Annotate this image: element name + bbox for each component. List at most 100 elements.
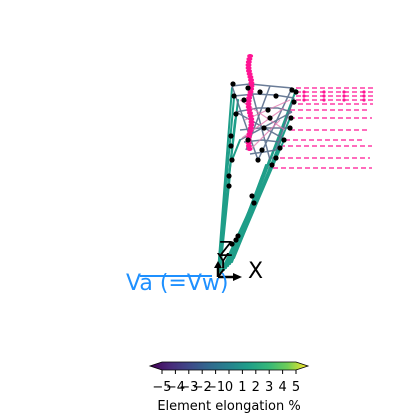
kite-marker [302,94,306,98]
velocity-label: Va (=Vw) [126,271,228,296]
kite-marker [246,96,253,100]
kite-marker [342,90,346,94]
kite-marker [246,108,253,112]
kite-marker [245,63,252,67]
colorbar-tick-label: 2 [252,380,260,395]
node-point [255,157,261,163]
kite-marker [247,90,254,94]
node-point [230,81,236,87]
node-point [226,183,232,189]
node-point [265,107,271,113]
kite-marker [322,98,326,102]
tether-lines [217,87,297,273]
kite-marker [248,123,255,127]
kite-marker-column [245,54,366,151]
node-point [228,133,234,139]
node-point [289,87,295,93]
colorbar-ticks: −5−4−3−2−1 0 1 2 3 4 5 [152,370,300,395]
z-axis-arrowhead [214,261,222,268]
kite-marker [246,147,253,151]
kite-marker [362,98,366,102]
apparent-wind-vector: Va (=Vw) [126,271,228,296]
kite-marker [245,69,252,73]
node-point [281,137,287,143]
node-point [229,241,235,247]
colorbar-tick-label: −5 [152,380,171,395]
y-axis-line [217,268,225,278]
colorbar-tick-label: 3 [265,380,273,395]
node-point [277,145,283,151]
node-point [231,93,237,99]
node-point [259,147,265,153]
z-axis-label: Z [219,237,233,261]
kite-marker [245,60,252,64]
kite-marker [248,117,255,121]
kite-marker [245,66,252,70]
kite-marker [245,144,252,148]
kite-marker [246,132,253,136]
kite-marker [245,99,252,103]
kite-marker [247,114,254,118]
kite-marker [248,78,255,82]
node-point [235,233,241,239]
kite-marker [245,105,252,109]
node-point [273,155,279,161]
kite-marker [362,94,366,98]
colorbar: −5−4−3−2−1 0 1 2 3 4 5 Element elongation % [148,361,310,414]
node-points [226,81,299,247]
colorbar-tick-label: 5 [292,380,300,395]
node-point [233,237,239,243]
kite-marker [342,94,346,98]
kite-marker [302,98,306,102]
kite-marker [322,90,326,94]
kite-marker [322,94,326,98]
node-point [229,157,235,163]
kite-marker [302,90,306,94]
node-point [233,111,239,117]
node-point [251,200,257,206]
kite-marker [247,129,254,133]
colorbar-tick-label: 4 [278,380,286,395]
kite-marker [248,81,255,85]
colorbar-tick-label: −3 [179,380,198,395]
node-point [245,85,251,91]
x-axis-label: X [248,259,263,284]
x-axis-arrowhead [233,273,242,281]
kite-marker [247,75,254,79]
node-point [288,115,294,121]
kite-dashed-traces [265,87,373,169]
colorbar-tick-label: −4 [166,380,185,395]
node-point [261,125,267,131]
kite-marker [342,98,346,102]
y-axis-label: Y [216,249,230,273]
kite-marker [362,90,366,94]
colorbar-tick-label: −2 [193,380,212,395]
node-point [293,89,299,95]
colorbar-gradient [148,361,310,371]
kite-marker [245,102,252,106]
node-point [269,162,275,168]
node-point [273,93,279,99]
node-point [245,137,251,143]
kite-marker [247,126,254,130]
node-point [249,193,255,199]
colorbar-tick-label: 0 [225,380,233,395]
node-point [228,143,234,149]
node-point [257,89,263,95]
axes-triad: X Y Z [214,237,263,284]
colorbar-tick-label: −1 [206,380,225,395]
node-point [226,173,232,179]
colorbar-label: Element elongation % [157,399,300,414]
kite-marker [246,93,253,97]
kite-marker [248,120,255,124]
colorbar-tick-label: 1 [238,380,246,395]
kite-marker [246,57,253,61]
kite-marker [246,72,253,76]
node-point [241,97,247,103]
node-point [287,125,293,131]
kite-marker [246,111,253,115]
kite-marker [247,54,254,58]
node-point [291,99,297,105]
node-point [267,115,273,121]
